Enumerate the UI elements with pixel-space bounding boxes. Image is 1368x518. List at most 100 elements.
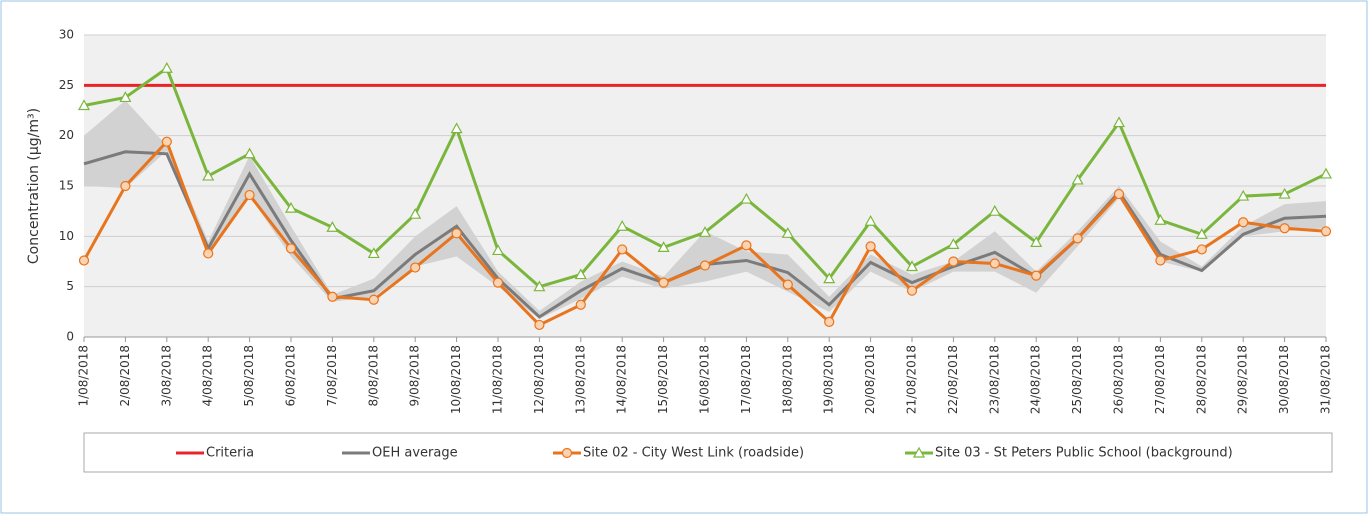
point xyxy=(988,204,1001,216)
point xyxy=(740,192,753,204)
point xyxy=(119,91,132,103)
y-axis-label: Concentration (µg/m³) xyxy=(26,108,42,264)
legend xyxy=(83,432,1333,473)
legend-label: Site 02 - City West Link (roadside) xyxy=(583,446,804,461)
point xyxy=(284,201,298,213)
x-tick-label: 3/08/2018 xyxy=(159,345,173,407)
x-tick-label: 14/08/2018 xyxy=(615,345,629,414)
point xyxy=(1195,228,1208,239)
point xyxy=(451,228,462,239)
x-tick-label: 6/08/2018 xyxy=(284,345,298,407)
point xyxy=(326,221,339,232)
point xyxy=(823,272,836,284)
point xyxy=(368,294,379,305)
point xyxy=(1320,226,1332,237)
point xyxy=(824,316,835,327)
x-tick-label: 1/08/2018 xyxy=(77,345,91,407)
point xyxy=(120,180,131,192)
x-tick-label: 25/08/2018 xyxy=(1070,345,1084,414)
point xyxy=(575,299,586,310)
point xyxy=(947,238,960,249)
x-tick-label: 30/08/2018 xyxy=(1277,345,1291,414)
point xyxy=(1319,167,1333,179)
x-tick-label: 5/08/2018 xyxy=(242,345,256,407)
point xyxy=(1113,188,1125,200)
point xyxy=(698,226,712,237)
point xyxy=(409,207,422,219)
x-tick-label: 10/08/2018 xyxy=(449,345,463,414)
point xyxy=(492,277,504,288)
point xyxy=(202,169,215,181)
point xyxy=(1072,233,1083,244)
point xyxy=(533,280,546,292)
point xyxy=(741,240,752,251)
legend-label: Criteria xyxy=(206,446,254,461)
x-tick-label: 18/08/2018 xyxy=(780,345,794,414)
x-tick-label: 19/08/2018 xyxy=(822,345,836,414)
point xyxy=(203,248,214,259)
x-tick-label: 23/08/2018 xyxy=(987,345,1001,414)
x-tick-label: 20/08/2018 xyxy=(863,345,877,414)
x-tick-label: 24/08/2018 xyxy=(1029,345,1043,414)
point xyxy=(864,214,877,226)
point xyxy=(948,256,959,267)
x-tick-label: 11/08/2018 xyxy=(491,345,505,414)
point xyxy=(781,227,794,238)
x-tick-label: 2/08/2018 xyxy=(118,345,132,407)
point xyxy=(534,319,545,331)
point xyxy=(1278,187,1291,199)
x-tick-label: 27/08/2018 xyxy=(1153,345,1167,414)
point xyxy=(1196,244,1207,255)
point xyxy=(1031,270,1042,281)
point xyxy=(1112,116,1126,128)
y-tick-label: 5 xyxy=(66,279,74,293)
point xyxy=(905,260,919,272)
point xyxy=(244,189,255,201)
point xyxy=(1154,213,1167,225)
point xyxy=(865,241,876,252)
point xyxy=(243,147,256,159)
point xyxy=(699,260,711,271)
x-tick-label: 12/08/2018 xyxy=(532,345,546,414)
point xyxy=(77,99,91,111)
point xyxy=(574,268,587,280)
point xyxy=(1237,189,1250,201)
point xyxy=(906,285,918,296)
y-tick-label: 30 xyxy=(59,28,74,42)
x-tick-label: 13/08/2018 xyxy=(573,345,587,414)
point xyxy=(161,136,172,147)
point xyxy=(285,243,297,254)
legend-label: OEH average xyxy=(372,446,458,461)
x-tick-label: 31/08/2018 xyxy=(1319,345,1333,414)
x-tick-label: 9/08/2018 xyxy=(408,345,422,407)
legend-label: Site 03 - St Peters Public School (backg… xyxy=(935,446,1233,461)
x-tick-label: 17/08/2018 xyxy=(739,345,753,414)
x-tick-label: 16/08/2018 xyxy=(698,345,712,414)
y-tick-label: 0 xyxy=(66,330,74,344)
x-tick-label: 28/08/2018 xyxy=(1194,345,1208,414)
x-tick-label: 22/08/2018 xyxy=(946,345,960,414)
point xyxy=(658,277,669,288)
point xyxy=(1071,173,1084,185)
point xyxy=(561,447,573,459)
x-tick-label: 8/08/2018 xyxy=(366,345,380,407)
point xyxy=(1030,236,1043,247)
point xyxy=(989,258,1000,269)
point xyxy=(327,291,338,302)
point xyxy=(367,247,380,259)
point xyxy=(1279,223,1290,234)
point xyxy=(78,255,90,266)
x-tick-label: 15/08/2018 xyxy=(656,345,670,414)
point xyxy=(616,220,629,231)
y-tick-label: 15 xyxy=(59,179,74,193)
point xyxy=(160,61,173,73)
point xyxy=(617,244,628,255)
y-tick-label: 10 xyxy=(59,229,74,243)
x-tick-label: 7/08/2018 xyxy=(325,345,339,407)
x-tick-label: 29/08/2018 xyxy=(1236,345,1250,414)
x-tick-label: 26/08/2018 xyxy=(1112,345,1126,414)
point xyxy=(912,446,926,458)
point xyxy=(1155,255,1166,266)
